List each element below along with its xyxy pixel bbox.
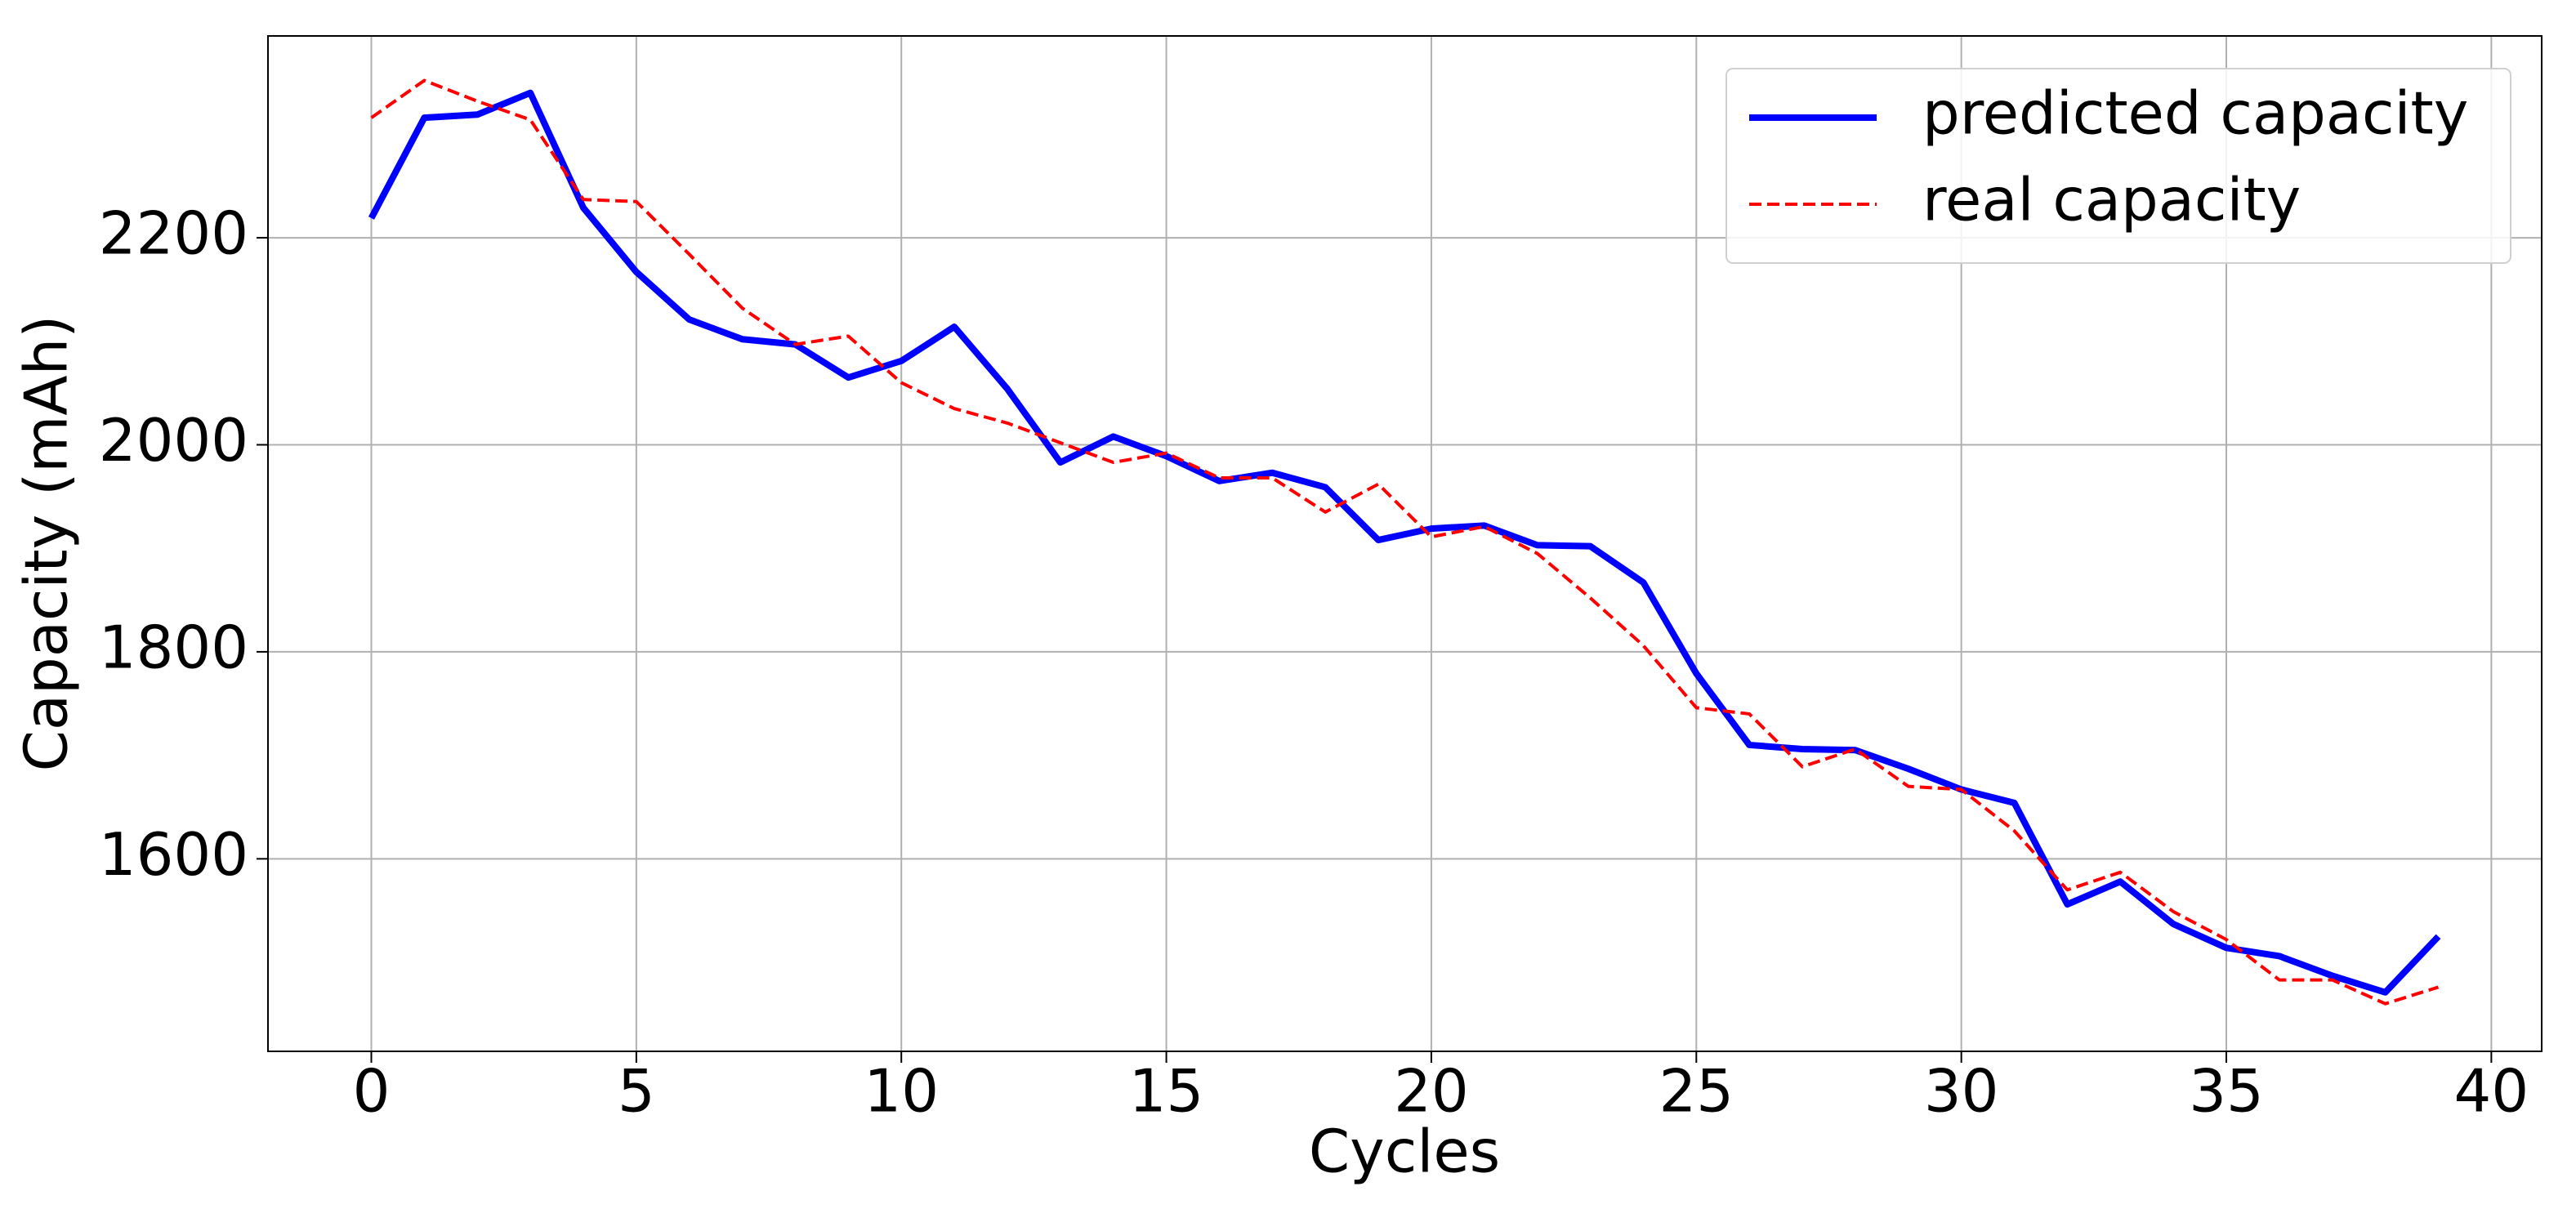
legend-label: predicted capacity — [1922, 79, 2468, 148]
y-tick-label: 1800 — [99, 613, 248, 681]
x-tick-label: 10 — [864, 1057, 939, 1126]
y-tick-label: 2200 — [99, 199, 248, 268]
x-tick-label: 20 — [1394, 1057, 1469, 1126]
legend-box — [1726, 68, 2511, 264]
x-tick-label: 5 — [618, 1057, 655, 1126]
legend: predicted capacity real capacity — [1726, 68, 2511, 264]
y-tick-label: 1600 — [99, 820, 248, 889]
legend-label: real capacity — [1922, 166, 2301, 234]
x-tick-label: 35 — [2189, 1057, 2264, 1126]
y-axis-label: Capacity (mAh) — [12, 315, 81, 772]
x-tick-label: 0 — [353, 1057, 391, 1126]
data-line — [370, 78, 2440, 1006]
x-tick-label: 15 — [1129, 1057, 1204, 1126]
x-tick-label: 30 — [1924, 1057, 1999, 1126]
plot-frame — [267, 35, 2543, 1052]
x-tick-label: 40 — [2454, 1057, 2529, 1126]
data-line — [368, 89, 2441, 996]
y-tick-label: 2000 — [99, 406, 248, 475]
x-tick-label: 25 — [1659, 1057, 1734, 1126]
x-axis-label: Cycles — [1309, 1118, 1500, 1186]
